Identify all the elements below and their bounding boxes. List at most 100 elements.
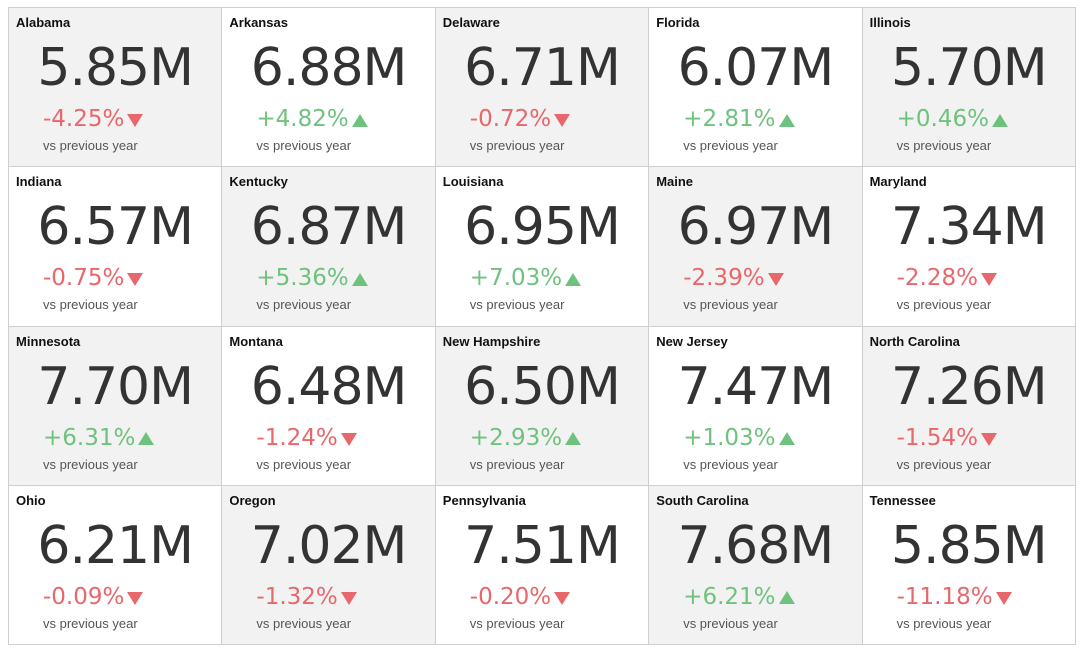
change-indicator: -4.25% (43, 106, 144, 132)
kpi-card-delaware[interactable]: Delaware 6.71M -0.72% vs previous year (435, 8, 650, 168)
change-percent: -0.20% (469, 583, 552, 610)
comparison-label: vs previous year (683, 615, 778, 631)
change-indicator: -1.54% (897, 425, 997, 451)
change-indicator: -2.39% (683, 265, 784, 292)
change-percent: +2.93% (469, 424, 563, 451)
triangle-up-icon (138, 432, 155, 445)
kpi-value: 5.85M (890, 515, 1048, 576)
kpi-value: 5.70M (890, 38, 1048, 98)
triangle-down-icon (127, 273, 144, 287)
triangle-down-icon (127, 114, 144, 127)
change-indicator: -2.28% (897, 265, 997, 291)
comparison-label: vs previous year (43, 615, 138, 631)
comparison-label: vs previous year (43, 456, 138, 472)
change-indicator: -0.75% (43, 265, 144, 292)
state-name: Tennessee (869, 492, 936, 508)
triangle-up-icon (778, 591, 795, 605)
comparison-label: vs previous year (43, 297, 138, 313)
kpi-grid: Alabama 5.85M -4.25% vs previous year Ar… (8, 7, 1076, 645)
kpi-value: 6.50M (464, 356, 621, 417)
change-indicator: +2.93% (469, 424, 582, 451)
kpi-card-illinois[interactable]: Illinois 5.70M +0.46% vs previous year (862, 8, 1076, 168)
change-indicator: +6.21% (683, 583, 795, 610)
change-indicator: +4.82% (256, 106, 368, 132)
comparison-label: vs previous year (896, 138, 992, 153)
kpi-card-montana[interactable]: Montana 6.48M -1.24% vs previous year (222, 326, 436, 486)
triangle-down-icon (980, 432, 997, 446)
state-name: New Jersey (656, 333, 728, 349)
triangle-down-icon (554, 114, 571, 127)
triangle-down-icon (980, 273, 997, 287)
kpi-value: 6.95M (464, 197, 621, 258)
kpi-card-tennessee[interactable]: Tennessee 5.85M -11.18% vs previous year (862, 485, 1076, 645)
change-indicator: +6.31% (43, 424, 155, 451)
state-name: Florida (656, 15, 700, 30)
triangle-down-icon (554, 591, 571, 605)
comparison-label: vs previous year (896, 615, 992, 631)
kpi-card-oregon[interactable]: Oregon 7.02M -1.32% vs previous year (222, 485, 436, 645)
change-percent: -0.75% (43, 265, 125, 292)
kpi-card-arkansas[interactable]: Arkansas 6.88M +4.82% vs previous year (222, 8, 436, 168)
comparison-label: vs previous year (256, 615, 352, 631)
change-percent: +2.81% (683, 106, 776, 132)
kpi-card-north-carolina[interactable]: North Carolina 7.26M -1.54% vs previous … (862, 326, 1076, 486)
change-percent: +6.31% (43, 424, 136, 451)
change-percent: -11.18% (896, 583, 993, 610)
state-name: Ohio (16, 492, 46, 508)
state-name: New Hampshire (442, 333, 541, 349)
kpi-value: 6.87M (250, 197, 408, 258)
state-name: Delaware (442, 15, 500, 30)
state-name: Alabama (16, 15, 71, 30)
kpi-card-minnesota[interactable]: Minnesota 7.70M +6.31% vs previous year (9, 326, 223, 486)
kpi-card-maryland[interactable]: Maryland 7.34M -2.28% vs previous year (862, 167, 1076, 327)
change-percent: +6.21% (683, 583, 776, 610)
kpi-card-alabama[interactable]: Alabama 5.85M -4.25% vs previous year (9, 8, 223, 168)
kpi-card-florida[interactable]: Florida 6.07M +2.81% vs previous year (649, 8, 863, 168)
triangle-down-icon (340, 432, 357, 446)
kpi-value: 7.26M (890, 356, 1048, 417)
change-percent: -2.39% (683, 265, 765, 292)
change-percent: -1.24% (256, 424, 338, 451)
triangle-down-icon (995, 591, 1012, 605)
kpi-card-new-jersey[interactable]: New Jersey 7.47M +1.03% vs previous year (649, 326, 863, 486)
change-percent: -4.25% (43, 106, 125, 132)
state-name: Maryland (869, 174, 927, 190)
comparison-label: vs previous year (43, 138, 138, 153)
kpi-card-maine[interactable]: Maine 6.97M -2.39% vs previous year (649, 167, 863, 327)
change-percent: +5.36% (256, 265, 349, 292)
change-percent: +7.03% (469, 265, 563, 292)
kpi-value: 5.85M (37, 38, 194, 98)
comparison-label: vs previous year (896, 456, 992, 472)
kpi-value: 6.48M (250, 356, 408, 417)
change-indicator: -1.32% (256, 584, 357, 610)
change-percent: -2.28% (896, 265, 978, 292)
comparison-label: vs previous year (256, 456, 352, 472)
comparison-label: vs previous year (469, 297, 565, 313)
state-name: Maine (656, 174, 694, 190)
change-indicator: +2.81% (683, 106, 795, 132)
comparison-label: vs previous year (256, 297, 352, 313)
kpi-card-ohio[interactable]: Ohio 6.21M -0.09% vs previous year (9, 485, 223, 645)
kpi-card-new-hampshire[interactable]: New Hampshire 6.50M +2.93% vs previous y… (435, 326, 650, 486)
kpi-card-south-carolina[interactable]: South Carolina 7.68M +6.21% vs previous … (649, 485, 863, 645)
change-indicator: -0.72% (470, 106, 571, 132)
change-indicator: +7.03% (469, 265, 582, 292)
kpi-value: 7.02M (250, 515, 408, 576)
kpi-value: 7.68M (677, 515, 835, 576)
kpi-value: 7.51M (464, 515, 621, 576)
state-name: North Carolina (869, 333, 960, 349)
triangle-down-icon (767, 273, 784, 287)
kpi-card-indiana[interactable]: Indiana 6.57M -0.75% vs previous year (9, 167, 223, 327)
kpi-value: 7.34M (890, 197, 1048, 258)
change-indicator: -1.24% (256, 424, 357, 451)
triangle-up-icon (778, 113, 795, 127)
kpi-value: 6.88M (250, 38, 408, 98)
kpi-value: 7.70M (37, 356, 194, 417)
triangle-down-icon (127, 591, 144, 605)
comparison-label: vs previous year (683, 456, 778, 472)
kpi-card-louisiana[interactable]: Louisiana 6.95M +7.03% vs previous year (435, 167, 650, 327)
kpi-card-kentucky[interactable]: Kentucky 6.87M +5.36% vs previous year (222, 167, 436, 327)
kpi-card-pennsylvania[interactable]: Pennsylvania 7.51M -0.20% vs previous ye… (435, 485, 650, 645)
state-name: Indiana (16, 174, 62, 190)
triangle-up-icon (565, 272, 582, 286)
